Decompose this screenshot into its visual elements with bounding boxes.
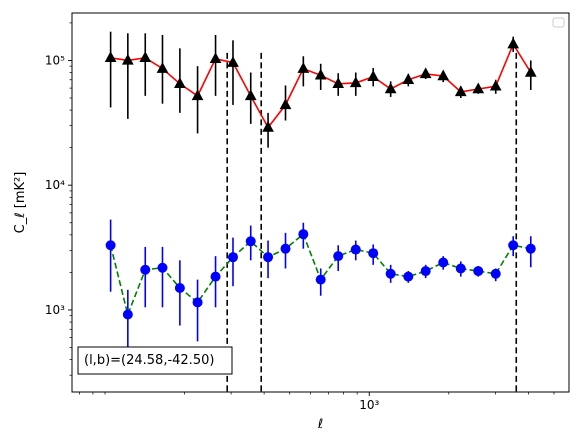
triangle-marker (384, 82, 397, 94)
triangle-marker (349, 76, 362, 88)
annotation-text: (l,b)=(24.58,-42.50) (84, 353, 214, 368)
x-axis-label: ℓ (317, 417, 323, 432)
circle-marker (298, 229, 309, 240)
triangle-marker (402, 73, 415, 84)
circle-marker (333, 251, 344, 262)
circle-marker (192, 297, 203, 308)
triangle-marker (209, 52, 222, 64)
triangle-marker (367, 70, 380, 81)
triangle-marker (419, 67, 432, 79)
circle-marker (455, 263, 466, 274)
triangle-marker (104, 51, 117, 63)
y-tick-label: 10⁵ (45, 53, 65, 67)
triangle-marker (121, 53, 134, 65)
circle-marker (210, 271, 221, 282)
triangle-marker (454, 85, 467, 97)
circle-marker (473, 266, 484, 277)
x-tick-label: 10³ (359, 398, 379, 412)
circle-marker (245, 236, 256, 247)
triangle-marker (524, 66, 537, 77)
circle-marker (122, 309, 133, 320)
circle-marker (140, 264, 151, 275)
triangle-marker (139, 51, 152, 63)
circle-marker (350, 244, 361, 255)
triangle-marker (227, 56, 239, 67)
circle-marker (368, 248, 379, 259)
series-circles (105, 219, 536, 360)
circle-marker (174, 282, 185, 293)
plot-area (104, 31, 537, 392)
circle-marker (508, 240, 519, 251)
triangle-marker (279, 98, 292, 110)
circle-marker (263, 252, 274, 263)
circle-marker (420, 266, 431, 277)
triangle-marker (244, 89, 257, 101)
legend-box (552, 17, 565, 28)
triangle-marker (156, 62, 169, 73)
circle-marker (105, 240, 116, 251)
triangle-marker (314, 68, 327, 80)
y-tick-label: 10⁴ (45, 178, 65, 192)
annotation-box (77, 346, 233, 375)
circle-marker (227, 252, 238, 263)
circle-marker (280, 243, 291, 254)
triangle-marker (262, 121, 274, 132)
circle-marker (385, 268, 396, 279)
circle-marker (403, 271, 414, 282)
circle-marker (438, 257, 449, 268)
circle-marker (525, 243, 536, 254)
series-triangles (104, 31, 537, 148)
circle-marker (157, 262, 168, 273)
triangle-marker (191, 89, 204, 101)
triangle-marker (332, 77, 345, 89)
y-axis-label: C_ℓ [mK²] (13, 172, 28, 234)
triangle-marker (437, 69, 450, 81)
triangle-marker (507, 37, 520, 49)
triangle-marker (489, 79, 502, 91)
circle-marker (315, 274, 326, 285)
triangle-marker (174, 77, 186, 89)
circle-marker (490, 268, 501, 279)
triangle-marker (297, 62, 310, 73)
y-tick-label: 10³ (45, 303, 65, 317)
axes-frame (71, 12, 570, 393)
y-axis-label-group: C_ℓ [mK²] (13, 172, 28, 234)
triangle-marker (472, 82, 485, 94)
axis-ticks: 10³ 10³ 10⁴ 10⁵ (45, 22, 555, 412)
